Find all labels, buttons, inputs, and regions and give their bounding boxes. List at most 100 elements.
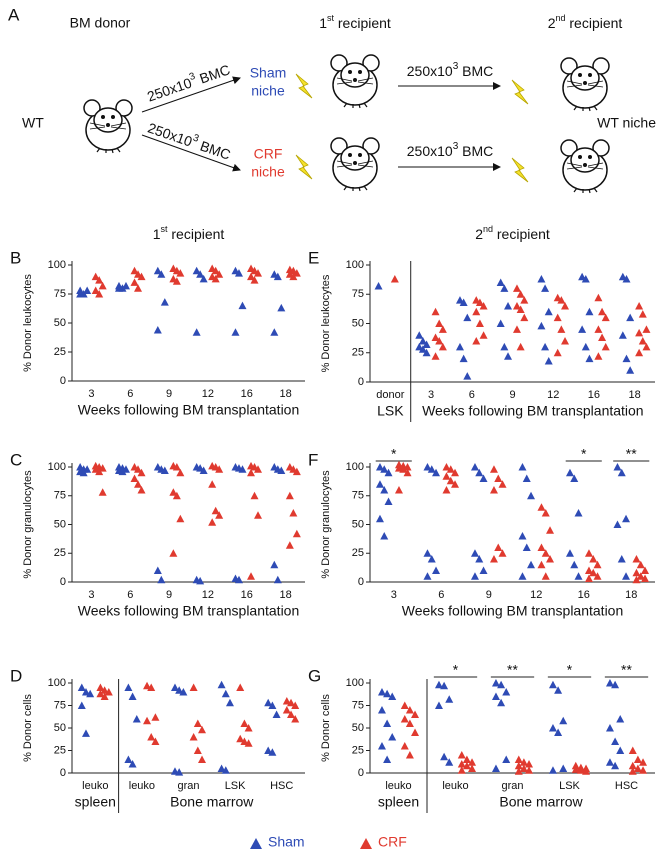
data-point — [380, 486, 389, 494]
data-point — [442, 463, 451, 471]
data-point — [622, 514, 631, 523]
data-point — [574, 509, 583, 517]
panel-label: B — [10, 248, 21, 267]
arrow — [141, 76, 241, 113]
crf-niche: niche — [251, 164, 285, 180]
data-point — [287, 698, 296, 707]
data-point — [594, 325, 603, 333]
data-point — [236, 683, 245, 691]
x-tick-label: 6 — [469, 389, 475, 401]
data-point — [268, 748, 277, 756]
data-point — [231, 328, 240, 336]
data-point — [622, 275, 631, 283]
data-point — [405, 751, 414, 759]
data-point — [215, 270, 224, 278]
data-point — [217, 680, 226, 689]
data-point — [405, 706, 414, 714]
data-point — [434, 701, 443, 709]
group-label: Bone marrow — [499, 794, 583, 810]
data-point — [100, 692, 109, 700]
data-point — [285, 541, 294, 549]
legend: Sham CRF — [250, 834, 407, 850]
data-point — [96, 683, 105, 691]
data-point — [502, 688, 511, 696]
data-point — [516, 290, 525, 298]
data-point — [445, 758, 454, 766]
data-point — [435, 319, 444, 327]
x-tick-label: 18 — [279, 589, 291, 601]
data-point — [221, 766, 230, 774]
data-point — [519, 764, 528, 772]
data-point — [641, 566, 650, 574]
data-point — [77, 701, 86, 709]
legend-marker — [250, 838, 262, 849]
data-point — [440, 752, 449, 761]
title-part: recipient — [168, 226, 225, 242]
data-point — [377, 742, 386, 750]
y-tick-label: 50 — [54, 317, 66, 329]
y-tick-label: 25 — [54, 744, 66, 756]
sham-niche: niche — [251, 83, 285, 99]
data-point — [616, 715, 625, 723]
data-point — [250, 276, 259, 284]
panel-label: D — [10, 666, 22, 685]
data-point — [240, 737, 249, 745]
data-point — [211, 506, 220, 515]
y-tick-label: 100 — [48, 677, 66, 689]
data-point — [114, 284, 123, 292]
data-point — [157, 575, 166, 584]
title-part: st — [160, 224, 168, 234]
data-point — [457, 766, 466, 774]
data-point — [250, 491, 259, 500]
y-tick-label: 0 — [60, 576, 66, 588]
data-point — [489, 555, 498, 563]
data-point — [292, 269, 301, 277]
data-point — [134, 465, 143, 473]
data-point — [160, 298, 169, 306]
data-point — [519, 758, 528, 766]
y-tick-label: 0 — [358, 767, 364, 779]
data-point — [285, 491, 294, 500]
x-tick-label: leuko — [82, 780, 108, 792]
data-point — [435, 337, 444, 345]
data-point — [95, 467, 104, 476]
data-point — [431, 307, 440, 316]
data-point — [632, 568, 641, 577]
data-point — [546, 526, 555, 534]
data-point — [198, 755, 207, 763]
data-point — [498, 549, 507, 557]
x-tick-label: 9 — [486, 589, 492, 601]
data-point — [196, 576, 205, 585]
data-point — [270, 560, 279, 569]
data-point — [124, 683, 133, 691]
data-point — [537, 321, 546, 330]
data-point — [95, 290, 104, 298]
data-point — [405, 719, 414, 727]
y-tick-label: 25 — [54, 547, 66, 559]
data-point — [86, 689, 95, 698]
data-point — [176, 269, 185, 277]
data-point — [537, 543, 546, 551]
title-part: 1 — [153, 226, 161, 242]
data-point — [118, 467, 127, 476]
group-label: spleen — [75, 794, 116, 810]
data-point — [289, 509, 298, 517]
data-point — [211, 274, 220, 283]
x-tick-label: 16 — [588, 389, 600, 401]
data-point — [292, 467, 301, 476]
y-tick-label: 0 — [358, 376, 364, 388]
panel: C% Donor granulocytes 0 25 50 75 100 3 6 9 12 16 18… — [10, 450, 305, 619]
data-point — [514, 755, 523, 763]
data-point — [628, 761, 637, 770]
data-point — [98, 464, 107, 472]
x-tick-label: donor — [376, 389, 404, 401]
data-point — [380, 532, 389, 540]
data-point — [418, 337, 427, 345]
data-point — [578, 325, 587, 333]
data-point — [611, 737, 620, 745]
data-point — [446, 476, 455, 485]
data-point — [626, 313, 635, 322]
y-tick-label: 75 — [54, 490, 66, 502]
data-point — [83, 465, 92, 473]
x-axis-label: Weeks following BM transplantation — [78, 402, 300, 418]
